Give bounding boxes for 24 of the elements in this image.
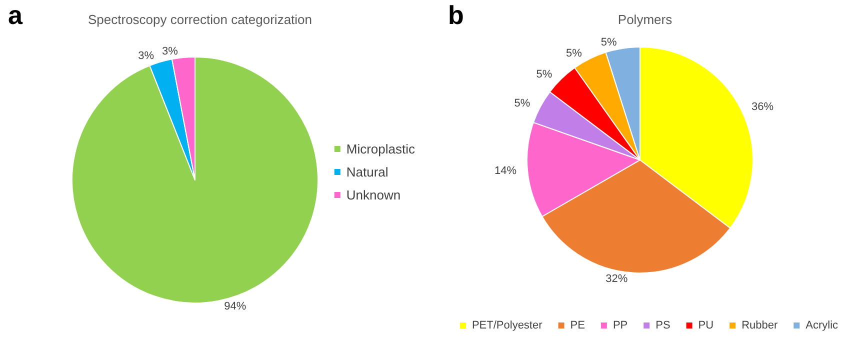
data-label: 5% [566,47,582,60]
data-label: 5% [514,98,530,110]
chart-title: Spectroscopy correction categorization [88,12,312,27]
chart-title: Polymers [618,12,673,27]
legend-label: PE [570,320,585,332]
data-label: 3% [162,46,178,58]
legend-label: Acrylic [806,320,839,332]
legend-label: PP [612,320,628,332]
data-label: 5% [600,36,617,48]
data-label: 3% [138,50,154,62]
data-label: 94% [224,300,246,313]
legend-label: Natural [346,164,388,180]
legend-label: PU [698,320,714,332]
legend-label: PS [656,320,670,332]
data-label: 32% [606,272,628,285]
legend-label: Rubber [742,320,778,332]
legend-label: Microplastic [346,142,416,156]
legend-label: PET/Polyester [472,320,543,332]
data-label: 14% [494,164,517,177]
text: b [448,0,464,30]
data-label: 5% [536,68,552,81]
data-label: 36% [752,100,774,113]
text: a [8,0,23,30]
legend-label: Unknown [346,188,401,202]
